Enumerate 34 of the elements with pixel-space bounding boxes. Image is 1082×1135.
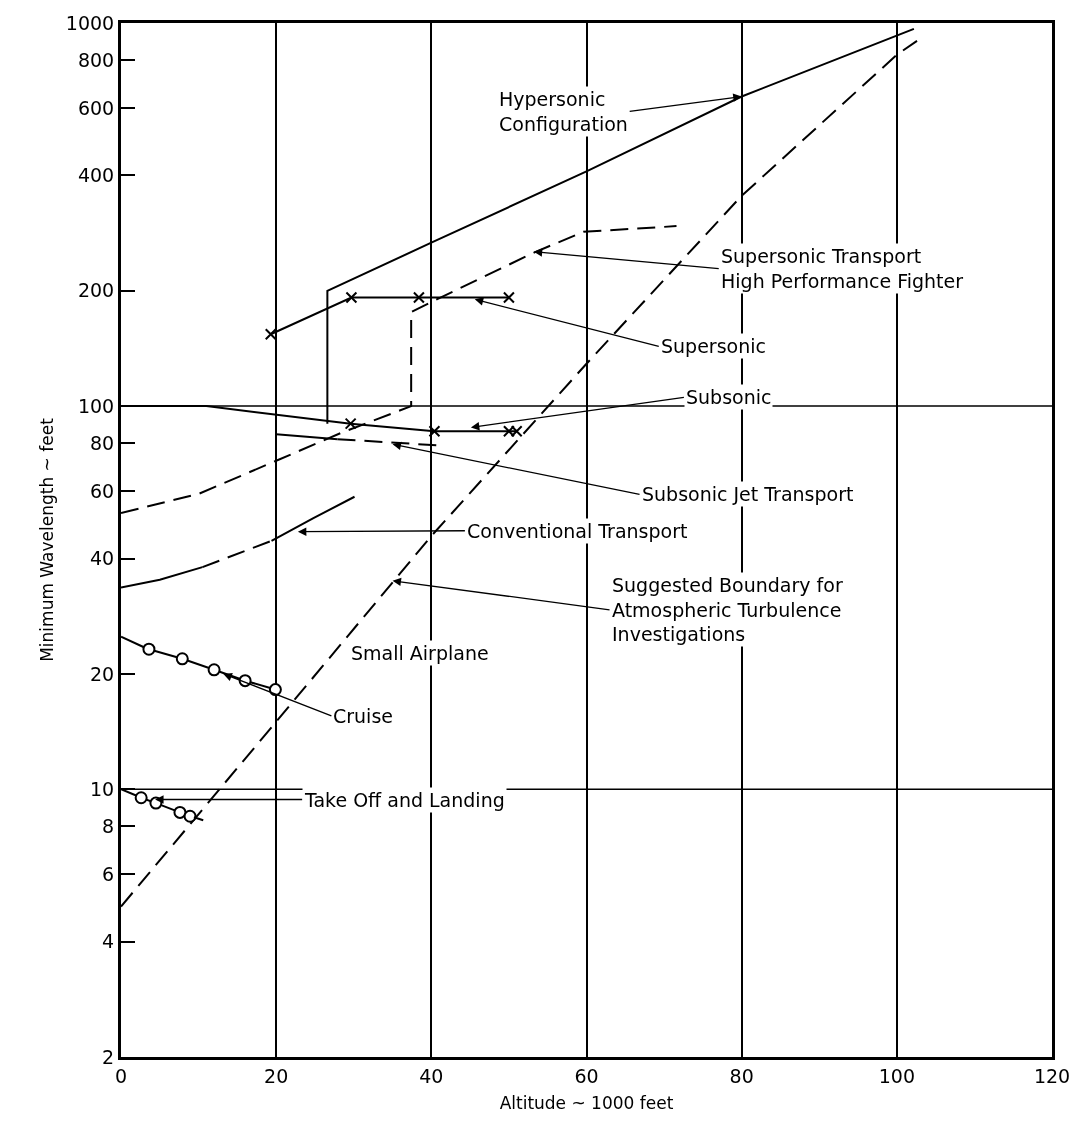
y-tick-label: 20 xyxy=(90,662,115,685)
y-tick-label: 1000 xyxy=(65,11,115,34)
x-tick-label: 40 xyxy=(419,1064,444,1087)
x-tick-label: 20 xyxy=(264,1064,289,1087)
y-tick-label: 200 xyxy=(77,279,115,302)
annotation: Suggested Boundary for Atmospheric Turbulence Investigations xyxy=(612,574,843,646)
annotation: Cruise xyxy=(333,705,393,727)
x-tick-label: 80 xyxy=(729,1064,754,1087)
y-tick-label: 80 xyxy=(90,431,115,454)
annotation: Supersonic xyxy=(661,335,766,357)
y-tick-label: 800 xyxy=(77,48,115,71)
y-axis-title: Minimum Wavelength ~ feet xyxy=(37,417,58,662)
y-tick-label: 2 xyxy=(102,1045,115,1068)
annotation: Supersonic Transport High Performance Fighter xyxy=(721,245,964,292)
y-tick-label: 4 xyxy=(102,930,115,953)
annotation: Subsonic Jet Transport xyxy=(642,483,854,505)
x-axis-title: Altitude ~ 1000 feet xyxy=(499,1093,674,1114)
y-tick-label: 400 xyxy=(77,164,115,187)
y-tick-label: 40 xyxy=(90,547,115,570)
annotation: Subsonic xyxy=(686,386,772,408)
x-tick-label: 100 xyxy=(878,1064,915,1087)
x-tick-label: 60 xyxy=(574,1064,599,1087)
y-tick-label: 6 xyxy=(102,862,115,885)
annotation: Hypersonic Configuration xyxy=(499,88,628,135)
y-tick-label: 100 xyxy=(77,394,115,417)
y-tick-label: 8 xyxy=(102,815,115,837)
annotation: Take Off and Landing xyxy=(304,789,505,811)
y-tick-label: 600 xyxy=(77,96,115,119)
x-tick-label: 0 xyxy=(114,1064,128,1087)
x-tick-label: 120 xyxy=(1033,1064,1071,1087)
y-tick-label: 10 xyxy=(90,777,115,800)
y-tick-label: 60 xyxy=(90,479,115,502)
annotation: Conventional Transport xyxy=(467,520,688,542)
annotation: Small Airplane xyxy=(351,642,489,664)
